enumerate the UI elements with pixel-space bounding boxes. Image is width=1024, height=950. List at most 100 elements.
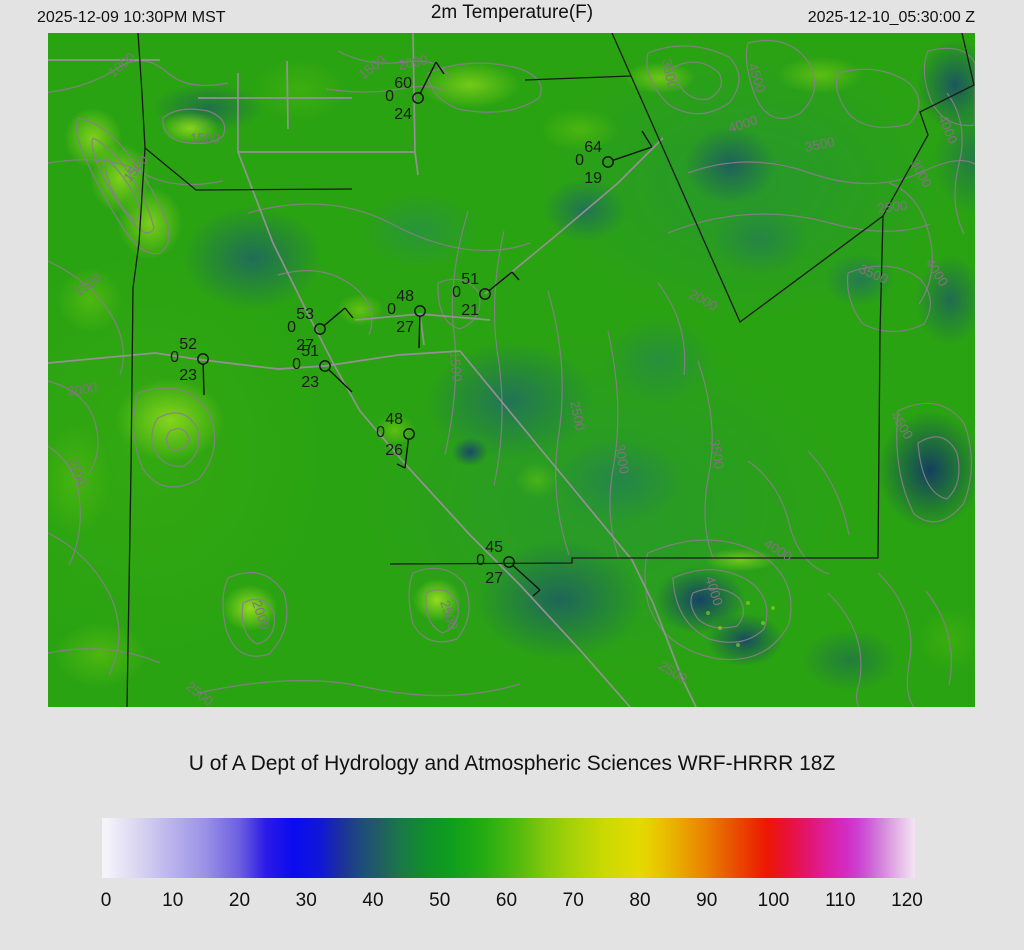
map-overlay: 1000150015002000150015002000250015003500… bbox=[48, 33, 975, 707]
colorbar-tick-label: 50 bbox=[429, 890, 451, 911]
colorbar-tick-label: 20 bbox=[228, 890, 251, 911]
contour-label: 3000 bbox=[907, 156, 934, 190]
wind-barb-flick bbox=[396, 463, 406, 469]
contour-label: 2500 bbox=[65, 456, 90, 489]
station-sky: 0 bbox=[452, 284, 461, 301]
station-dewpoint: 27 bbox=[396, 319, 414, 336]
contour-label: 4000 bbox=[922, 256, 951, 289]
contour-label: 3500 bbox=[707, 438, 727, 470]
terrain-speckles bbox=[706, 601, 775, 647]
station-dewpoint: 24 bbox=[394, 106, 412, 123]
contour-label: 3500 bbox=[659, 58, 680, 91]
contour-label: 2000 bbox=[249, 598, 273, 631]
station-sky: 0 bbox=[170, 349, 179, 366]
colorbar-tick-label: 90 bbox=[696, 890, 718, 911]
station-sky: 0 bbox=[385, 88, 394, 105]
station-dewpoint: 26 bbox=[385, 442, 403, 459]
county-boundaries bbox=[126, 33, 975, 707]
contour-label: 4000 bbox=[935, 113, 960, 146]
wind-barb-shaft bbox=[202, 364, 205, 396]
station-circle bbox=[403, 428, 415, 440]
station-sky: 0 bbox=[376, 424, 385, 441]
station-circle bbox=[479, 288, 491, 300]
station-dewpoint: 23 bbox=[301, 374, 319, 391]
contour-label: 4500 bbox=[887, 409, 916, 442]
station-temp: 51 bbox=[301, 343, 319, 360]
colorbar-tick-label: 120 bbox=[891, 890, 923, 911]
contour-label: 4000 bbox=[702, 574, 726, 607]
station-temp: 51 bbox=[461, 271, 479, 288]
station-plots: 6002464019530275102348027510215202348026… bbox=[170, 61, 653, 597]
colorbar-tick-labels: 0 10 20 30 40 50 60 70 80 90 100 110 120 bbox=[101, 890, 923, 914]
contour-label: 3500 bbox=[804, 134, 837, 155]
wind-barb-flick bbox=[344, 307, 354, 319]
station-dewpoint: 21 bbox=[461, 302, 479, 319]
wind-barb-shaft bbox=[612, 146, 653, 161]
wind-barb-flick bbox=[641, 130, 653, 148]
colorbar-tick-label: 30 bbox=[295, 890, 317, 911]
station-temp: 45 bbox=[485, 539, 503, 556]
station-temp: 48 bbox=[385, 411, 403, 428]
wind-barb-shaft bbox=[323, 307, 346, 327]
colorbar-tick-label: 80 bbox=[629, 890, 651, 911]
station-circle bbox=[314, 323, 326, 335]
station-temp: 52 bbox=[179, 336, 197, 353]
colorbar-tick-label: 70 bbox=[562, 890, 584, 911]
wind-barb-shaft bbox=[418, 316, 421, 349]
contour-label: 2500 bbox=[437, 598, 461, 631]
station-sky: 0 bbox=[292, 356, 301, 373]
station-circle bbox=[602, 156, 614, 168]
station-temp: 53 bbox=[296, 306, 314, 323]
station-dewpoint: 27 bbox=[296, 337, 314, 354]
contour-label: 2000 bbox=[687, 286, 721, 313]
contour-label: 3500 bbox=[857, 261, 891, 287]
contour-label: 2000 bbox=[66, 380, 98, 399]
station-sky: 0 bbox=[476, 552, 485, 569]
colorbar-tick-label: 10 bbox=[162, 890, 184, 911]
elevation-contours bbox=[48, 39, 975, 707]
station-circle bbox=[319, 360, 331, 372]
wind-barb-flick bbox=[435, 61, 445, 75]
contour-label: 2000 bbox=[397, 52, 430, 73]
wind-barb-shaft bbox=[404, 439, 410, 469]
contour-label: 2500 bbox=[567, 400, 588, 433]
station-circle bbox=[197, 353, 209, 365]
contour-label: 1500 bbox=[356, 52, 389, 82]
station-temp: 60 bbox=[394, 75, 412, 92]
contour-label: 4500 bbox=[745, 61, 769, 94]
contour-label: 1500 bbox=[447, 351, 465, 382]
valid-time-local: 2025-12-09 10:30PM MST bbox=[37, 9, 226, 26]
contour-label: 4000 bbox=[726, 112, 759, 136]
contour-label: 2500 bbox=[183, 679, 216, 707]
valid-time-utc: 2025-12-10_05:30:00 Z bbox=[807, 9, 975, 26]
colorbar-tick-label: 40 bbox=[362, 890, 384, 911]
station-dewpoint: 27 bbox=[485, 570, 503, 587]
wind-barb-shaft bbox=[488, 271, 513, 292]
map-canvas: 1000 1500 1500 2000 1500 1500 2000 2500 1500 3500… bbox=[48, 33, 975, 707]
station-dewpoint: 19 bbox=[584, 170, 602, 187]
contour-labels: 1000150015002000150015002000250015003500… bbox=[65, 49, 960, 707]
wind-barb-flick bbox=[511, 271, 520, 281]
wind-barb-shaft bbox=[328, 369, 353, 393]
station-temp: 64 bbox=[584, 139, 602, 156]
contour-label: 3000 bbox=[612, 443, 632, 475]
credit-caption: U of A Dept of Hydrology and Atmospheric… bbox=[188, 752, 836, 775]
highway-roads bbox=[48, 33, 697, 707]
station-sky: 0 bbox=[287, 319, 296, 336]
station-sky: 0 bbox=[575, 152, 584, 169]
colorbar-tick-label: 60 bbox=[495, 890, 518, 911]
colorbar bbox=[102, 818, 915, 878]
station-dewpoint: 23 bbox=[179, 367, 197, 384]
wind-barb-flick bbox=[532, 589, 541, 597]
colorbar-tick-label: 110 bbox=[825, 890, 856, 911]
station-circle bbox=[414, 305, 426, 317]
wind-barb-shaft bbox=[512, 564, 541, 591]
